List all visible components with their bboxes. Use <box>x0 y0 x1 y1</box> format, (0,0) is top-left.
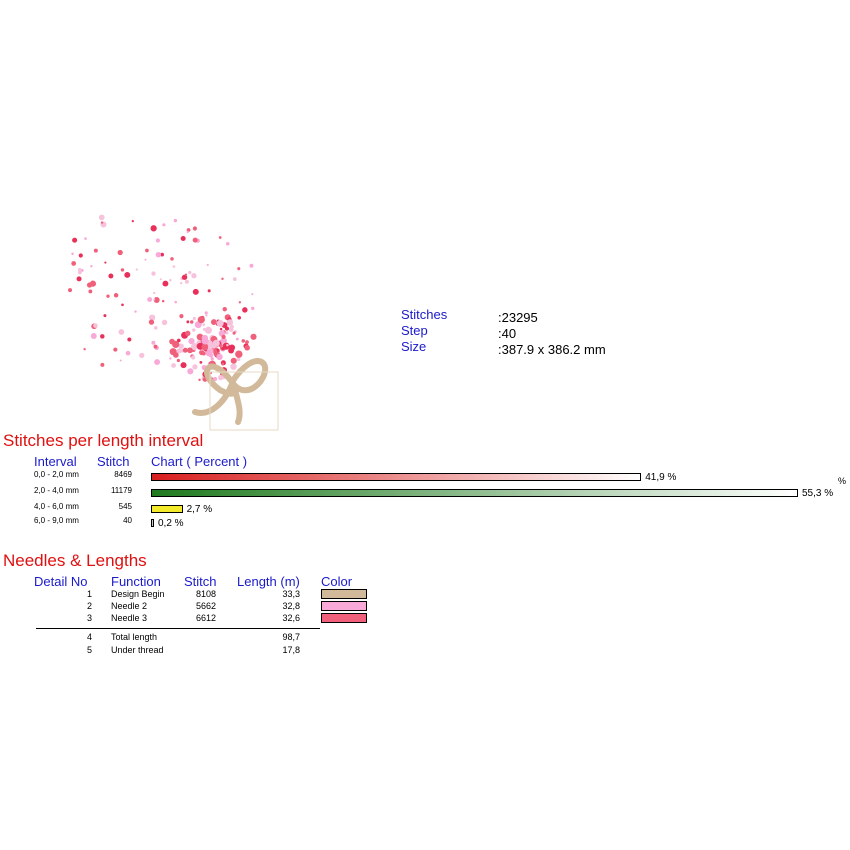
needle-length: 32,6 <box>282 613 300 623</box>
needle-length: 33,3 <box>282 589 300 599</box>
interval-label: 4,0 - 6,0 mm <box>34 502 79 511</box>
col-chart-header: Chart ( Percent ) <box>151 454 248 469</box>
interval-percent: 41,9 % <box>645 472 677 483</box>
total-function: Under thread <box>111 645 164 655</box>
col-stitch-header: Stitch <box>97 454 130 469</box>
total-length: 17,8 <box>282 645 300 655</box>
needles-section-title: Needles & Lengths <box>3 551 147 570</box>
preview-frame <box>209 371 279 431</box>
stitches-label: Stitches <box>401 307 448 322</box>
total-detail-no: 4 <box>86 632 92 642</box>
step-value: :40 <box>498 326 517 341</box>
needle-detail-no: 2 <box>86 601 92 611</box>
petal-scatter <box>68 214 257 382</box>
size-value: :387.9 x 386.2 mm <box>498 342 606 357</box>
interval-bar <box>151 489 798 497</box>
stray-percent-sign: % <box>838 476 847 486</box>
needle-color-swatch <box>321 613 367 623</box>
stitches-value: :23295 <box>498 310 538 325</box>
interval-percent: 2,7 % <box>186 504 213 515</box>
interval-bar <box>151 505 183 513</box>
needle-detail-no: 3 <box>86 613 92 623</box>
needle-detail-no: 1 <box>86 589 92 599</box>
total-length: 98,7 <box>282 632 300 642</box>
interval-percent: 55,3 % <box>802 488 834 499</box>
needle-function: Design Begin <box>111 589 165 599</box>
design-preview <box>68 214 279 431</box>
interval-bar <box>151 473 642 481</box>
interval-bar <box>151 519 154 527</box>
col-detail-header: Detail No <box>34 574 88 589</box>
interval-label: 0,0 - 2,0 mm <box>34 470 79 479</box>
needle-stitch: 6612 <box>195 613 216 623</box>
bow-ribbon <box>192 358 269 425</box>
needle-stitch: 5662 <box>195 601 216 611</box>
interval-stitch: 8469 <box>114 470 132 479</box>
interval-stitch: 40 <box>123 516 132 525</box>
needle-length: 32,8 <box>282 601 300 611</box>
needle-color-swatch <box>321 601 367 611</box>
interval-label: 6,0 - 9,0 mm <box>34 516 79 525</box>
needle-function: Needle 3 <box>111 613 148 623</box>
total-detail-no: 5 <box>86 645 92 655</box>
table-divider <box>36 628 320 629</box>
col-interval-header: Interval <box>34 454 77 469</box>
interval-label: 2,0 - 4,0 mm <box>34 486 79 495</box>
needle-color-swatch <box>321 589 367 599</box>
col-color-header: Color <box>321 574 353 589</box>
size-label: Size <box>401 339 427 354</box>
interval-section-title: Stitches per length interval <box>3 431 204 450</box>
needle-stitch: 8108 <box>195 589 216 599</box>
total-function: Total length <box>111 632 158 642</box>
col-length-header: Length (m) <box>237 574 300 589</box>
interval-stitch: 11179 <box>110 486 132 495</box>
interval-percent: 0,2 % <box>158 518 184 529</box>
col-stitch-header-2: Stitch <box>184 574 217 589</box>
interval-stitch: 545 <box>118 502 132 511</box>
col-function-header: Function <box>111 574 161 589</box>
needle-function: Needle 2 <box>111 601 148 611</box>
step-label: Step <box>401 323 428 338</box>
